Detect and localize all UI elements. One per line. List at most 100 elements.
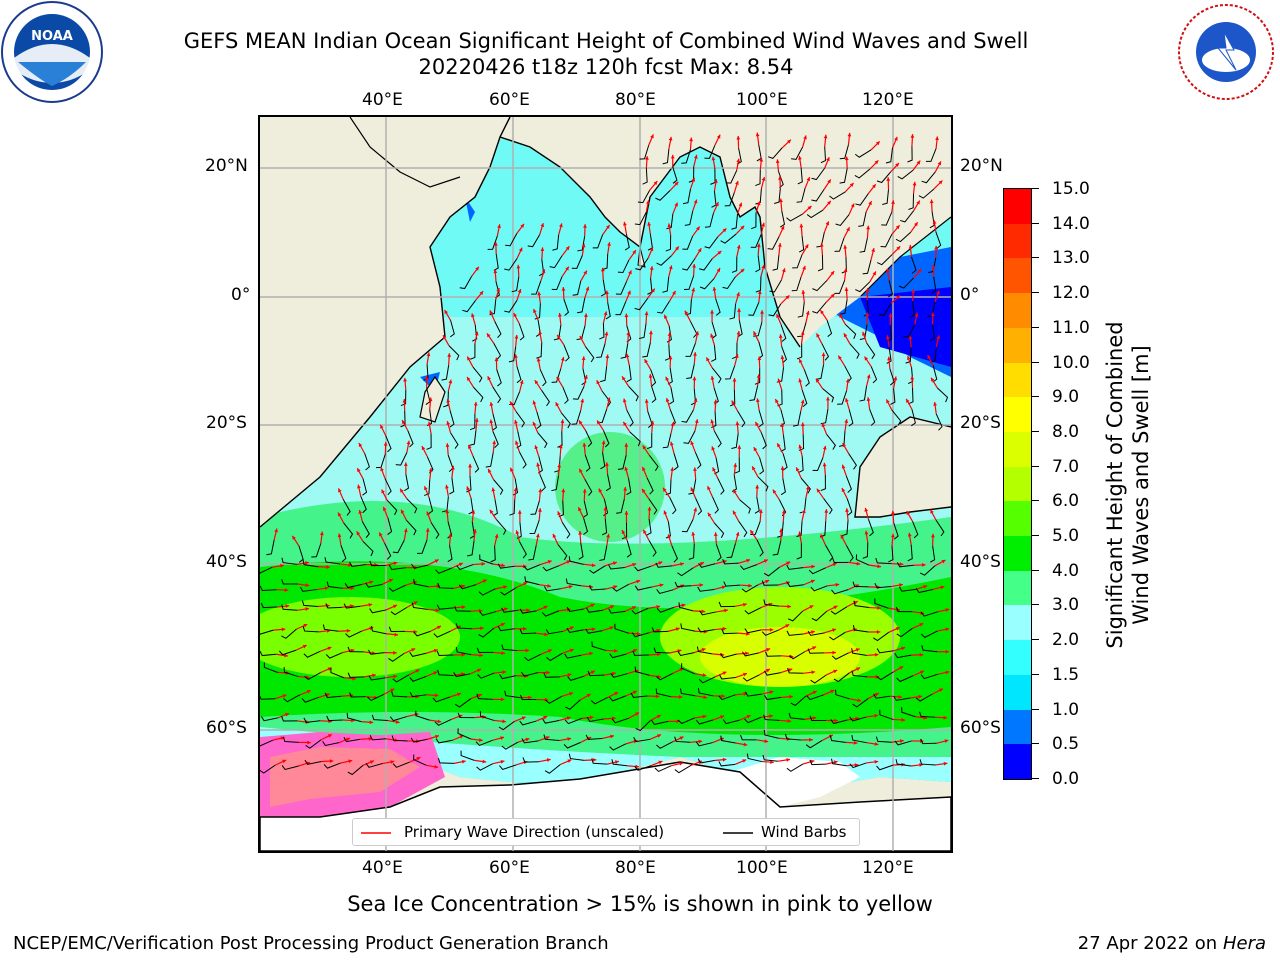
wave-direction-arrowhead	[756, 201, 761, 206]
wave-direction-arrowhead	[448, 533, 453, 538]
wave-direction-arrowhead	[500, 759, 505, 764]
wind-barb	[541, 610, 559, 617]
wave-direction-arrowhead	[874, 692, 879, 697]
wave-direction-arrowhead	[936, 335, 941, 340]
wave-direction-arrowhead	[866, 397, 871, 401]
wind-barb	[552, 234, 560, 251]
wind-barb	[682, 236, 694, 250]
wind-barb	[830, 606, 848, 615]
wind-barb	[823, 498, 833, 515]
wave-direction-arrowhead	[721, 585, 726, 590]
wave-direction-arrowhead	[780, 466, 785, 470]
wind-barb	[875, 736, 892, 743]
wave-direction-arrowhead	[777, 378, 782, 383]
wave-direction-arrowhead	[510, 467, 514, 472]
wind-barb	[459, 276, 473, 290]
wind-barb	[631, 632, 649, 638]
footer-machine: Hera	[1222, 933, 1266, 954]
wind-barb	[281, 765, 299, 771]
wind-barb	[671, 545, 679, 563]
wave-direction-arrowhead	[651, 288, 655, 293]
wind-barb	[413, 630, 431, 637]
wind-barb	[479, 554, 494, 565]
wind-barb	[798, 456, 804, 473]
wind-barb	[537, 432, 548, 449]
wind-barb	[876, 764, 894, 771]
wave-direction-arrowhead	[603, 506, 608, 511]
wave-direction-arrowhead	[743, 742, 748, 747]
wind-barb	[806, 694, 824, 701]
wave-direction-arrowhead	[535, 533, 540, 538]
wind-barb	[829, 191, 846, 200]
wave-direction-arrowhead	[473, 401, 478, 406]
wave-direction-arrowhead	[831, 628, 836, 633]
wave-direction-arrowhead	[605, 224, 610, 229]
wind-barb	[784, 733, 801, 741]
wave-direction-arrowhead	[732, 378, 737, 382]
wind-barb	[553, 324, 562, 341]
wind-barb	[343, 737, 361, 743]
wind-barb	[505, 233, 518, 247]
wave-direction-arrowhead	[578, 420, 583, 425]
wave-direction-arrowhead	[713, 399, 718, 404]
wave-direction-arrowhead	[494, 534, 499, 539]
wind-barb	[826, 320, 833, 338]
wave-direction-arrowhead	[413, 601, 418, 605]
wave-direction-arrowhead	[319, 531, 324, 536]
wind-barb	[281, 557, 298, 565]
wave-direction-arrowhead	[843, 333, 848, 338]
wind-barb	[615, 301, 627, 316]
wind-barb	[432, 696, 450, 703]
wind-barb	[639, 145, 650, 160]
wave-direction-arrowhead	[581, 356, 586, 361]
wave-direction-arrowhead	[274, 528, 278, 533]
wave-direction-arrowhead	[477, 668, 482, 673]
wind-barb	[755, 169, 761, 187]
wind-barb	[509, 499, 516, 516]
wind-barb	[721, 628, 738, 635]
wave-direction-arrowhead	[692, 264, 696, 268]
wave-direction-arrowhead	[489, 310, 494, 315]
wave-direction-arrowhead	[798, 155, 802, 160]
wave-direction-arrowhead	[592, 758, 597, 762]
lon-label-bottom: 120°E	[862, 858, 914, 878]
wave-direction-arrowhead	[623, 486, 627, 491]
wave-direction-arrowhead	[841, 464, 846, 469]
wind-barb	[518, 323, 525, 341]
wave-direction-arrowhead	[305, 607, 309, 611]
colorbar-tick-mark	[1032, 361, 1039, 363]
wind-barb	[839, 299, 848, 315]
wind-barb	[485, 452, 494, 468]
wave-direction-arrowhead	[821, 352, 826, 357]
wave-direction-arrowhead	[807, 205, 812, 210]
wind-barb	[546, 652, 563, 662]
wind-barb	[829, 735, 846, 743]
wave-direction-arrowhead	[459, 735, 464, 739]
wave-direction-arrowhead	[809, 737, 813, 742]
wind-barb	[476, 763, 493, 771]
wave-direction-arrowhead	[932, 220, 937, 224]
wave-direction-arrowhead	[591, 563, 596, 568]
wind-barb	[845, 324, 857, 339]
wind-barb	[362, 541, 374, 557]
wind-barb	[677, 717, 695, 725]
wind-barb	[519, 608, 537, 614]
wind-barb	[304, 672, 321, 681]
wave-direction-arrowhead	[583, 224, 587, 228]
wave-direction-arrowhead	[447, 353, 452, 357]
wind-barb	[886, 347, 892, 364]
legend-wave-label: Primary Wave Direction (unscaled)	[404, 823, 665, 841]
wave-direction-arrowhead	[826, 157, 830, 162]
wave-direction-arrowhead	[632, 606, 637, 610]
wind-barb	[683, 430, 696, 444]
wind-barb	[617, 259, 630, 274]
wave-direction-arrowhead	[605, 354, 610, 359]
wave-direction-arrowhead	[534, 380, 539, 385]
wave-direction-arrowhead	[496, 288, 501, 292]
wave-direction-arrowhead	[800, 399, 805, 404]
wind-barb	[303, 717, 321, 723]
colorbar-tick-label: 7.0	[1052, 456, 1080, 477]
wave-direction-arrowhead	[537, 291, 542, 296]
wave-direction-arrowhead	[532, 400, 537, 405]
wave-direction-arrowhead	[558, 444, 563, 449]
